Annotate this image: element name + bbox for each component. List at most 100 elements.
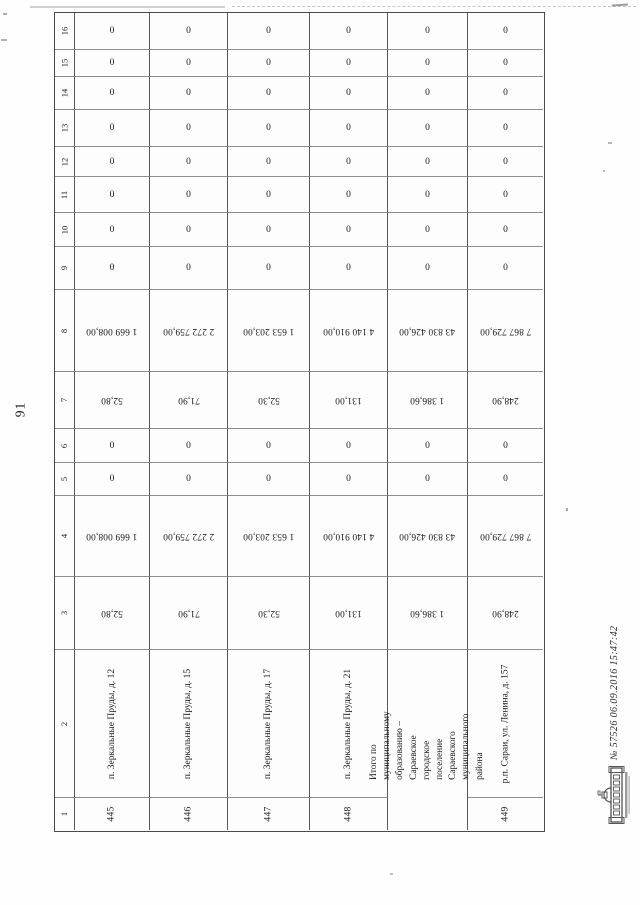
zero-value: 0 <box>503 26 508 36</box>
zero-value: 0 <box>346 263 351 273</box>
zero-value: 0 <box>186 58 191 68</box>
table-cell: 0 <box>388 429 468 463</box>
table-cell: 0 <box>310 247 388 290</box>
zero-value: 0 <box>425 189 430 200</box>
table-cell: 0 <box>150 50 228 77</box>
amount-value: 52,80 <box>101 608 123 618</box>
table-cell: 0 <box>228 429 310 463</box>
government-building-emblem-icon <box>597 766 630 824</box>
column-header: 13 <box>55 110 75 147</box>
table-cell: 447 <box>228 798 310 830</box>
zero-value: 0 <box>425 123 430 133</box>
table-cell: 0 <box>388 110 468 147</box>
column-header-label: 12 <box>59 157 70 166</box>
zero-value: 0 <box>266 224 271 235</box>
zero-value: 0 <box>503 263 508 273</box>
zero-value: 0 <box>186 474 191 484</box>
column-header-label: 4 <box>59 533 70 539</box>
zero-value: 0 <box>346 474 351 484</box>
zero-value: 0 <box>346 26 351 36</box>
table-cell: 0 <box>75 247 150 290</box>
zero-value: 0 <box>186 440 191 451</box>
zero-value: 0 <box>266 123 271 133</box>
table-cell: 0 <box>310 429 388 463</box>
zero-value: 0 <box>266 263 271 273</box>
column-header: 1 <box>55 798 75 830</box>
zero-value: 0 <box>186 88 191 98</box>
amount-value: 1 669 008,00 <box>86 325 138 336</box>
amount-value: 1 653 203,00 <box>242 325 295 336</box>
column-header-label: 7 <box>59 397 70 403</box>
zero-value: 0 <box>186 263 191 273</box>
table-cell: 0 <box>150 147 228 177</box>
table-cell: 0 <box>150 13 228 50</box>
table-cell: 0 <box>388 50 468 77</box>
zero-value: 0 <box>186 189 191 200</box>
column-header: 5 <box>55 463 75 496</box>
table-cell: 0 <box>228 247 310 290</box>
amount-value: 1 386,60 <box>410 608 445 618</box>
table-cell: 0 <box>388 13 468 50</box>
zero-value: 0 <box>109 156 115 167</box>
table-cell: п. Зеркальные Пруды, д. 17 <box>228 650 310 798</box>
amount-value: 4 140 910,00 <box>322 325 375 336</box>
table-cell: 0 <box>150 110 228 147</box>
amount-value: 43 830 426,00 <box>399 531 456 541</box>
amount-value: 71,90 <box>177 608 200 618</box>
zero-value: 0 <box>503 156 508 167</box>
table-cell: 0 <box>468 247 543 290</box>
table-cell: 0 <box>75 213 150 247</box>
zero-value: 0 <box>503 88 508 98</box>
zero-value: 0 <box>186 26 191 36</box>
table-cell: 0 <box>75 50 150 77</box>
table-cell: 0 <box>75 110 150 147</box>
table-cell: 0 <box>228 213 310 247</box>
amount-value: 52,30 <box>257 395 280 405</box>
zero-value: 0 <box>425 88 430 98</box>
row-number: 449 <box>500 806 511 822</box>
address-label: п. Зеркальные Пруды, д. 21 <box>343 668 354 779</box>
column-header: 16 <box>55 13 75 50</box>
scan-artifact <box>30 6 225 8</box>
table-cell: 0 <box>150 429 228 463</box>
column-header-label: 2 <box>59 721 70 726</box>
amount-value: 71,90 <box>177 395 200 405</box>
table-cell: 131,00 <box>310 577 388 650</box>
zero-value: 0 <box>425 156 430 167</box>
table-cell: 1 386,60 <box>388 372 468 429</box>
amount-value: 43 830 426,00 <box>399 325 456 336</box>
table-cell: п. Зеркальные Пруды, д. 12 <box>75 650 150 798</box>
zero-value: 0 <box>109 58 115 68</box>
table-cell: 449 <box>468 798 543 830</box>
table-cell: 0 <box>75 429 150 463</box>
table-cell: 0 <box>75 13 150 50</box>
address-label: п. Зеркальные Пруды, д. 12 <box>107 668 117 779</box>
table-cell: 0 <box>150 463 228 496</box>
table-cell: 71,90 <box>150 577 228 650</box>
table-cell: 448 <box>310 798 388 830</box>
amount-value: 7 867 729,00 <box>479 325 532 336</box>
table-cell: 0 <box>468 50 543 77</box>
table-cell: 0 <box>228 50 310 77</box>
table-cell: 445 <box>75 798 150 830</box>
amount-value: 1 386,60 <box>410 395 445 405</box>
table-cell: 0 <box>75 147 150 177</box>
table-cell: 0 <box>228 177 310 213</box>
scan-artifact <box>566 508 568 511</box>
column-header: 15 <box>55 50 75 77</box>
zero-value: 0 <box>425 58 430 68</box>
column-header-label: 6 <box>59 443 70 448</box>
scan-artifact <box>3 13 7 15</box>
column-header-label: 3 <box>59 610 70 616</box>
amount-value: 4 140 910,00 <box>322 531 375 541</box>
table-cell: 7 867 729,00 <box>468 290 543 372</box>
scan-artifact <box>608 142 612 144</box>
table-cell: 52,30 <box>228 577 310 650</box>
table-cell: 1 669 008,00 <box>75 496 150 577</box>
table-cell: 0 <box>388 247 468 290</box>
table-cell: 52,30 <box>228 372 310 429</box>
table-cell: 0 <box>310 463 388 496</box>
zero-value: 0 <box>425 474 430 484</box>
table-cell: 2 272 759,00 <box>150 496 228 577</box>
zero-value: 0 <box>503 224 508 235</box>
